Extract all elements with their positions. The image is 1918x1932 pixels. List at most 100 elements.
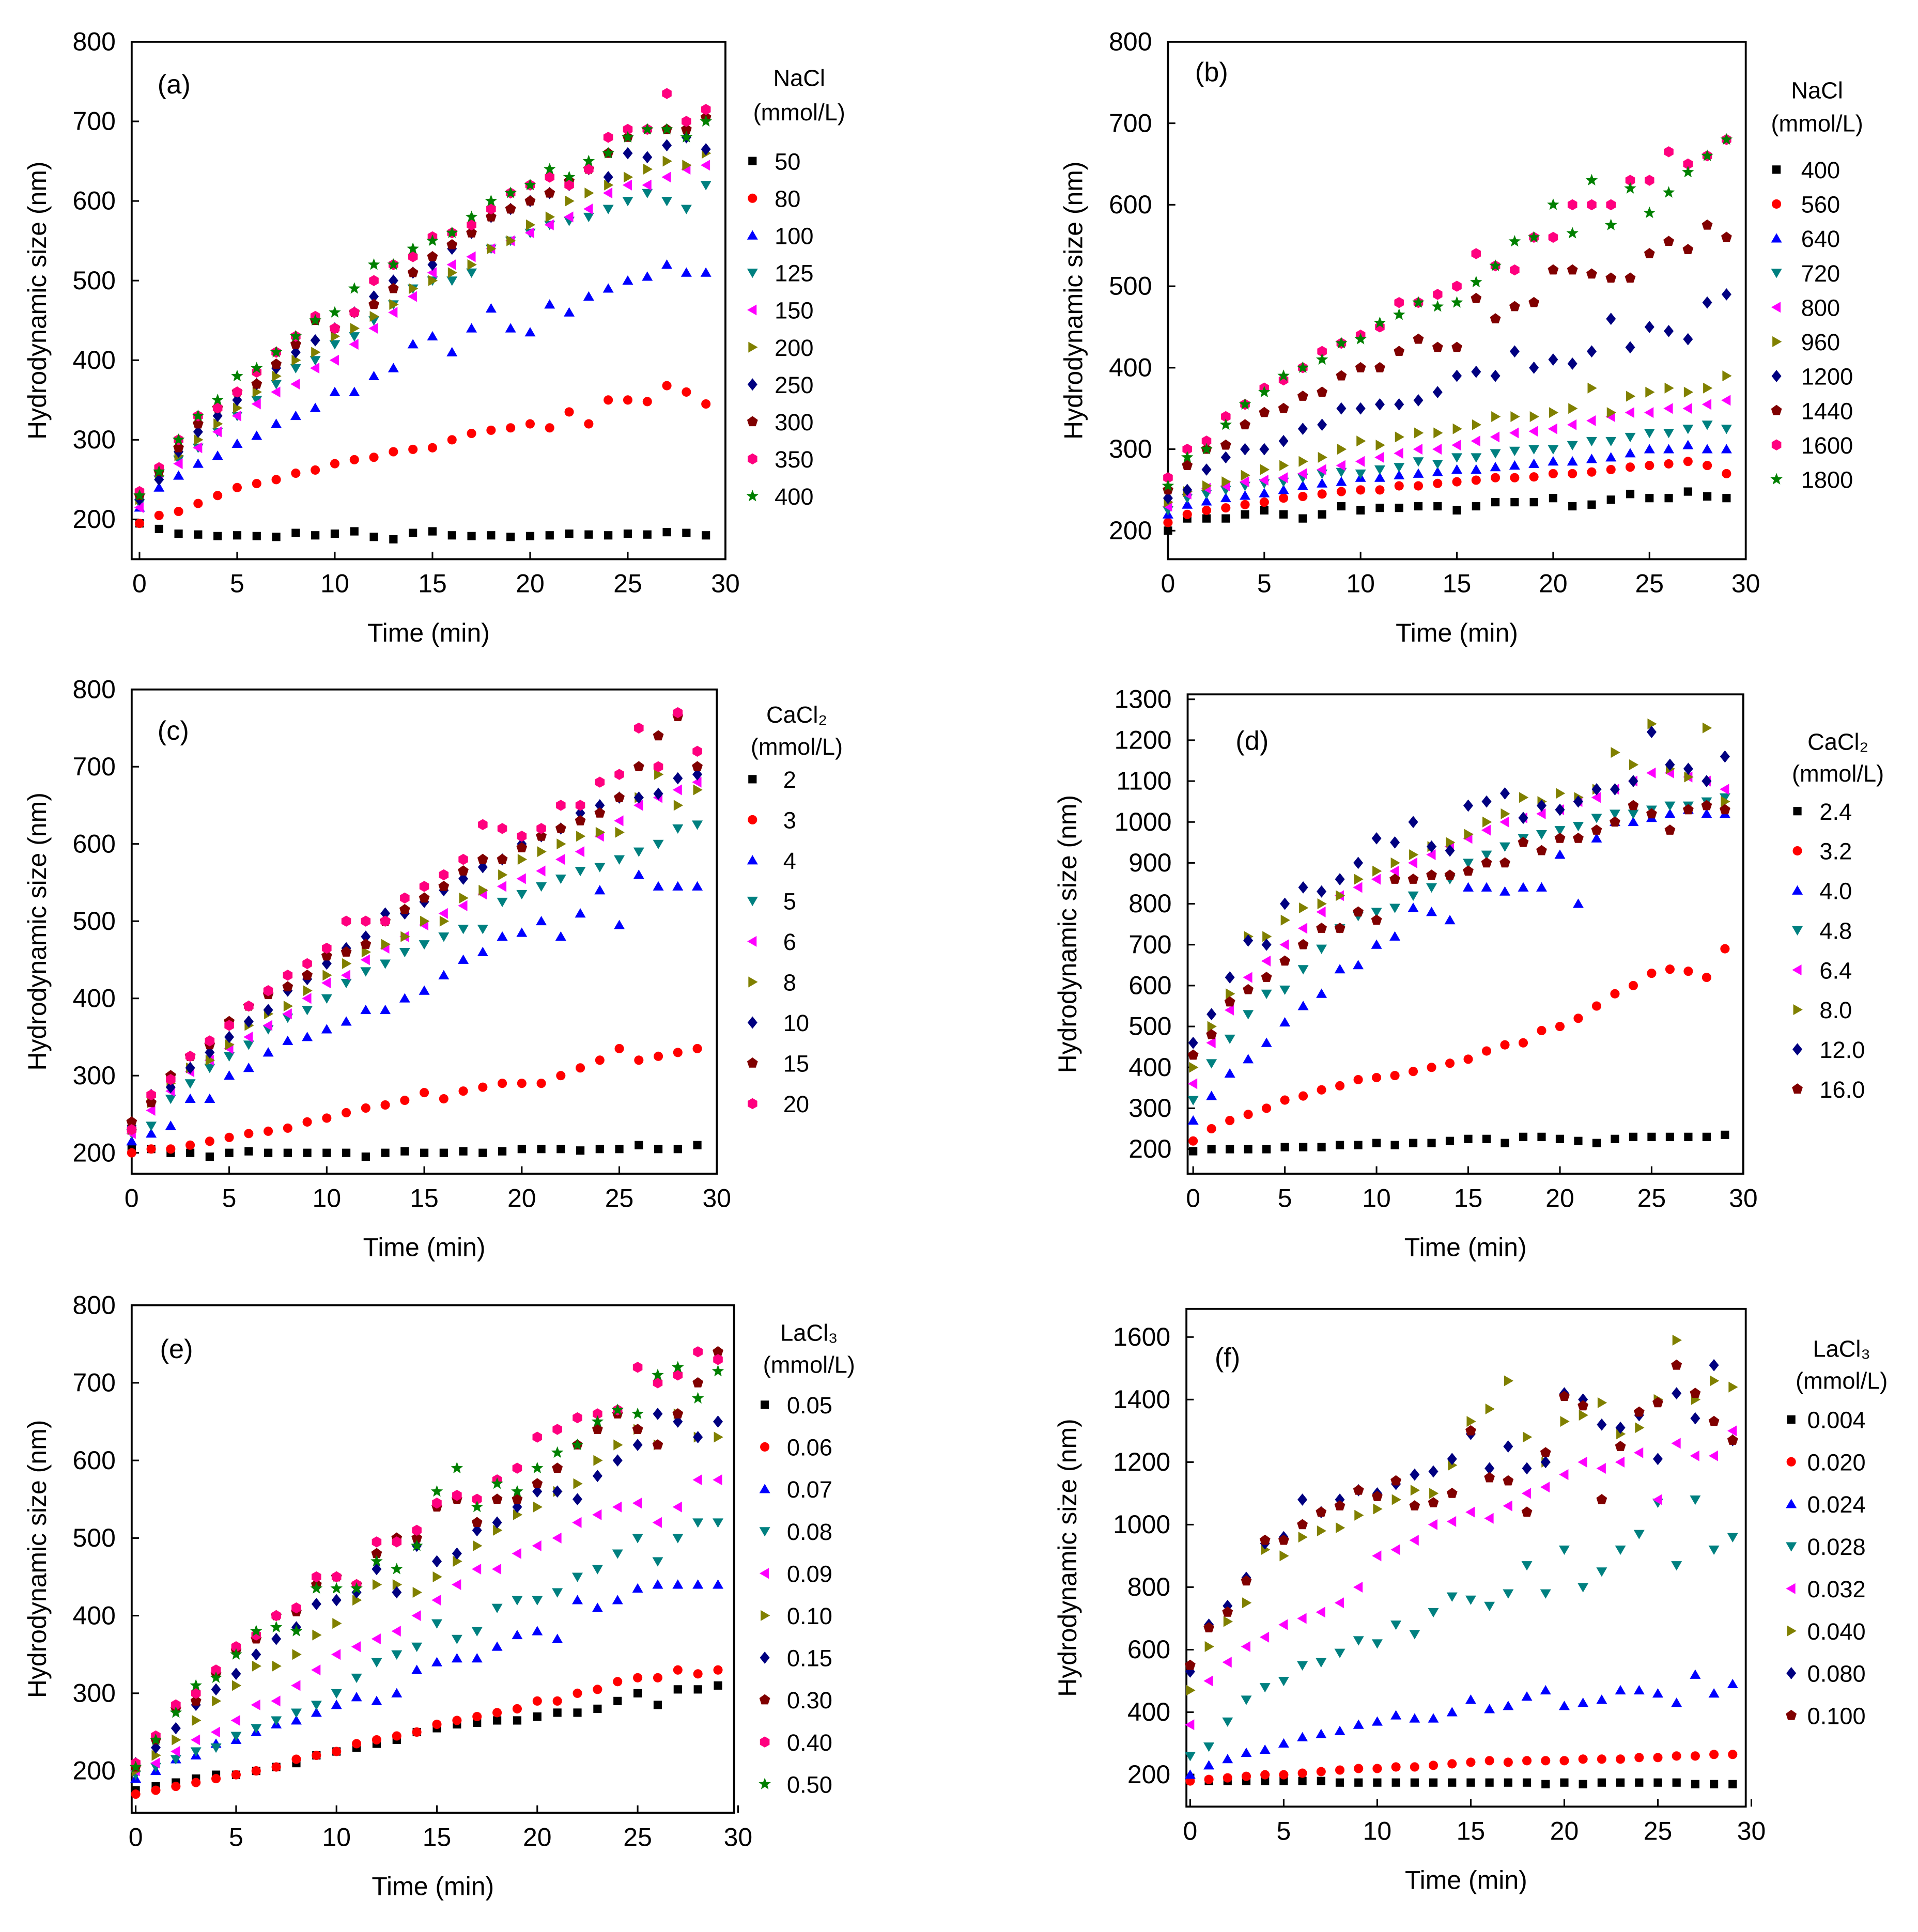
- data-point: [369, 311, 379, 322]
- data-point: [602, 188, 613, 199]
- x-tick-label: 5: [1278, 1183, 1292, 1212]
- data-point: [583, 212, 594, 223]
- data-point: [1662, 186, 1675, 198]
- data-point: [1280, 897, 1290, 910]
- data-point: [1548, 353, 1558, 366]
- series-10: [127, 768, 703, 1132]
- data-point: [1719, 793, 1730, 803]
- data-point: [575, 800, 585, 811]
- data-point: [692, 820, 703, 830]
- data-point: [1184, 1769, 1196, 1779]
- data-point: [1445, 1136, 1455, 1145]
- data-point: [1558, 1545, 1570, 1555]
- data-point: [1297, 939, 1309, 949]
- data-point: [1335, 1765, 1345, 1775]
- data-point: [693, 784, 703, 796]
- data-point: [282, 981, 293, 992]
- data-point: [1568, 469, 1577, 478]
- data-point: [1683, 457, 1693, 466]
- data-point: [595, 799, 605, 812]
- data-point: [1591, 814, 1602, 823]
- data-point: [661, 172, 671, 183]
- data-point: [211, 1774, 221, 1784]
- data-point: [452, 1579, 461, 1591]
- data-point: [1573, 795, 1583, 808]
- data-point: [349, 386, 360, 396]
- data-point: [1336, 468, 1347, 477]
- data-point: [1481, 882, 1492, 892]
- data-point: [491, 1641, 503, 1651]
- data-point: [1701, 800, 1712, 811]
- legend-marker-triangle-down: [747, 268, 758, 278]
- data-point: [225, 1148, 234, 1157]
- data-point: [272, 370, 282, 382]
- data-point: [1710, 1780, 1719, 1788]
- data-point: [1429, 1778, 1438, 1787]
- data-point: [420, 915, 430, 927]
- data-point: [673, 800, 684, 811]
- data-point: [595, 776, 605, 788]
- data-point: [367, 258, 380, 270]
- data-point: [1428, 1608, 1439, 1618]
- x-tick-label: 20: [1545, 1183, 1574, 1212]
- data-point: [1586, 437, 1597, 447]
- data-point: [1555, 1134, 1565, 1143]
- data-point: [592, 1470, 602, 1483]
- x-axis-label: Time (min): [1396, 618, 1518, 647]
- data-point: [1558, 1701, 1570, 1710]
- data-point: [623, 123, 633, 135]
- data-point: [1518, 882, 1529, 892]
- y-tick-label: 1600: [1113, 1322, 1170, 1351]
- data-point: [1298, 1777, 1307, 1785]
- data-point: [445, 226, 458, 238]
- data-point: [191, 1688, 201, 1699]
- data-point: [1355, 469, 1366, 479]
- data-point: [271, 1695, 281, 1707]
- data-point: [1587, 382, 1597, 394]
- data-point: [193, 442, 203, 454]
- data-point: [1690, 1751, 1700, 1761]
- data-point: [1690, 1669, 1701, 1679]
- data-point: [1684, 771, 1694, 783]
- data-point: [1721, 796, 1730, 807]
- data-point: [713, 1579, 724, 1589]
- data-point: [1409, 1630, 1420, 1640]
- data-point: [1299, 1143, 1308, 1151]
- data-point: [1427, 840, 1437, 853]
- data-point: [1222, 1717, 1233, 1727]
- legend-label: 80: [775, 185, 800, 212]
- data-point: [467, 219, 476, 231]
- data-point: [352, 1595, 362, 1606]
- data-point: [1372, 1490, 1383, 1501]
- data-point: [622, 197, 633, 207]
- data-point: [322, 970, 332, 981]
- data-point: [166, 1073, 176, 1085]
- data-point: [1625, 175, 1635, 186]
- data-point: [1509, 301, 1520, 311]
- data-point: [682, 160, 692, 171]
- data-point: [1188, 1036, 1198, 1049]
- legend-marker-triangle-right: [1787, 1625, 1797, 1637]
- data-point: [349, 455, 359, 464]
- data-point: [533, 1712, 542, 1721]
- data-point: [419, 940, 430, 950]
- data-point: [134, 502, 144, 513]
- data-point: [612, 1595, 623, 1604]
- data-point: [1540, 1482, 1550, 1493]
- data-point: [622, 275, 633, 285]
- data-point: [231, 1770, 241, 1780]
- data-point: [1410, 1468, 1420, 1481]
- legend-label: 250: [775, 372, 813, 398]
- legend-marker-triangle-left: [747, 936, 757, 947]
- data-point: [1413, 333, 1424, 344]
- data-point: [1683, 487, 1692, 496]
- data-point: [1407, 891, 1419, 901]
- data-point: [1394, 297, 1404, 308]
- data-point: [652, 1368, 664, 1380]
- legend-marker-triangle-up: [1792, 885, 1803, 895]
- legend-label: 8.0: [1819, 997, 1852, 1023]
- data-point: [1472, 419, 1482, 430]
- data-point: [1409, 1500, 1420, 1510]
- data-point: [673, 1369, 683, 1381]
- data-point: [532, 1596, 543, 1606]
